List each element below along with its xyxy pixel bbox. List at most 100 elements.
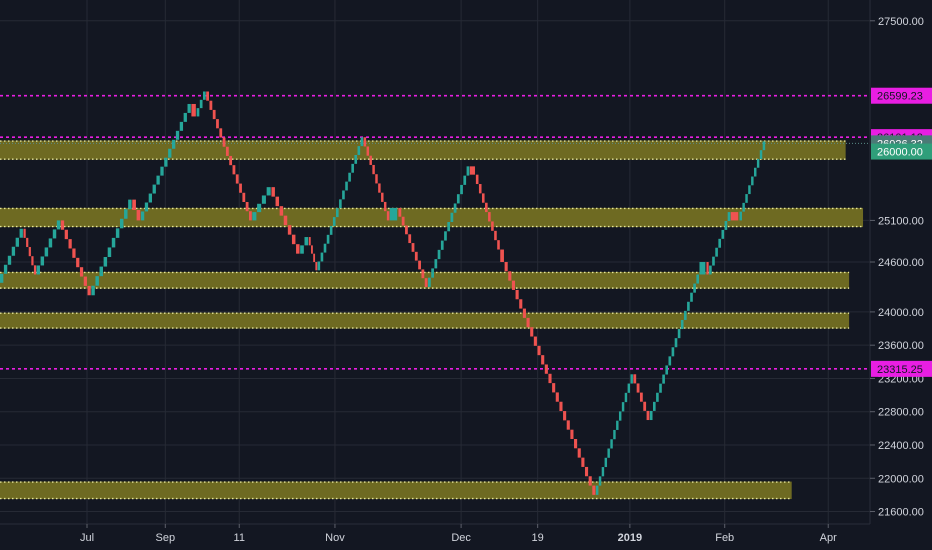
renko-brick-up [759, 150, 763, 159]
renko-brick-down [411, 243, 415, 252]
renko-brick-down [232, 165, 236, 175]
renko-brick-up [111, 237, 116, 248]
price-badge-secondary [871, 143, 932, 160]
renko-brick-down [418, 260, 421, 270]
renko-brick-down [31, 256, 34, 266]
renko-brick-up [44, 247, 49, 257]
renko-brick-down [519, 299, 523, 309]
renko-brick-up [762, 141, 766, 151]
renko-brick-up [712, 256, 715, 266]
renko-brick-up [463, 175, 467, 185]
renko-brick-down [206, 91, 209, 101]
renko-brick-up [624, 392, 628, 403]
renko-brick-up [300, 245, 304, 254]
renko-brick-down [383, 201, 387, 212]
renko-brick-up [252, 212, 257, 221]
renko-brick-up [756, 158, 760, 168]
renko-brick-up [354, 154, 358, 164]
renko-brick-up [183, 112, 187, 122]
x-tick-label: Feb [715, 532, 734, 544]
renko-brick-down [533, 336, 537, 346]
renko-brick-up [179, 121, 184, 131]
renko-brick-up [257, 203, 262, 213]
y-tick-label: 25100.00 [878, 215, 924, 227]
renko-brick-down [574, 438, 578, 449]
renko-brick-down [239, 183, 242, 193]
renko-brick-up [351, 163, 354, 173]
renko-brick-up [613, 429, 616, 440]
x-tick-label: Dec [451, 532, 471, 544]
renko-brick-up [196, 108, 200, 117]
renko-brick-up [652, 401, 656, 411]
renko-brick-up [140, 211, 145, 221]
renko-brick-up [168, 148, 172, 158]
renko-brick-down [209, 100, 213, 110]
renko-brick-up [15, 237, 19, 247]
renko-brick-up [320, 252, 324, 262]
renko-brick-up [742, 202, 745, 212]
renko-brick-up [52, 229, 57, 239]
renko-brick-down [401, 216, 405, 226]
horizontal-levels [0, 94, 870, 370]
renko-brick-up [618, 411, 622, 421]
renko-brick-down [296, 244, 300, 254]
renko-brick-up [718, 238, 722, 248]
renko-brick-down [275, 196, 280, 207]
renko-brick-down [485, 202, 488, 213]
renko-brick-down [308, 237, 311, 246]
renko-brick-up [148, 193, 153, 203]
renko-brick-up [428, 277, 431, 287]
renko-brick-up [727, 212, 731, 222]
renko-brick-down [646, 410, 650, 421]
renko-brick-up [630, 374, 633, 384]
renko-brick-down [730, 212, 739, 221]
renko-brick-up [348, 172, 351, 182]
renko-brick-down [132, 199, 136, 211]
renko-brick-up [91, 285, 95, 296]
price-badge-secondary-label: 26000.00 [877, 147, 923, 159]
renko-brick-down [481, 193, 485, 203]
renko-brick-down [548, 373, 552, 384]
renko-brick-down [271, 187, 275, 197]
renko-brick-down [424, 278, 428, 287]
renko-brick-up [3, 264, 8, 274]
y-tick-label: 22400.00 [878, 440, 924, 452]
renko-brick-down [504, 262, 508, 272]
zone-band [0, 140, 846, 160]
renko-brick-down [559, 401, 563, 412]
renko-brick-up [683, 310, 687, 320]
renko-brick-down [469, 166, 475, 175]
renko-brick-up [360, 137, 364, 147]
renko-brick-up [152, 184, 156, 194]
y-tick-label: 24600.00 [878, 257, 924, 269]
x-tick-label: Apr [820, 532, 837, 544]
renko-brick-down [643, 401, 647, 411]
renko-brick-up [456, 194, 460, 204]
renko-brick-down [530, 327, 534, 337]
renko-brick-up [128, 199, 132, 210]
time-axis[interactable]: Jul Sep 11 Nov Dec 19 2019 Feb Apr [80, 524, 837, 544]
renko-brick-down [515, 289, 519, 300]
level-badge [871, 360, 932, 377]
support-resistance-zones [0, 140, 864, 500]
renko-brick-down [315, 262, 318, 271]
renko-brick-up [171, 139, 176, 149]
y-tick-label: 27500.00 [878, 16, 924, 28]
renko-brick-up [677, 329, 681, 339]
x-tick-label: 19 [532, 532, 544, 544]
y-tick-label: 21600.00 [878, 507, 924, 519]
renko-brick-down [633, 374, 637, 384]
renko-brick-down [478, 184, 482, 194]
renko-brick-down [79, 267, 84, 277]
renko-brick-down [245, 201, 249, 212]
renko-brick-down [83, 276, 87, 286]
renko-brick-up [115, 228, 120, 238]
renko-brick-up [323, 243, 327, 253]
renko-brick-up [721, 229, 725, 239]
renko-brick-down [366, 146, 370, 156]
renko-brick-up [447, 222, 451, 232]
renko-brick-down [475, 174, 479, 185]
renko-brick-down [537, 345, 541, 356]
renko-brick-up [160, 166, 164, 176]
